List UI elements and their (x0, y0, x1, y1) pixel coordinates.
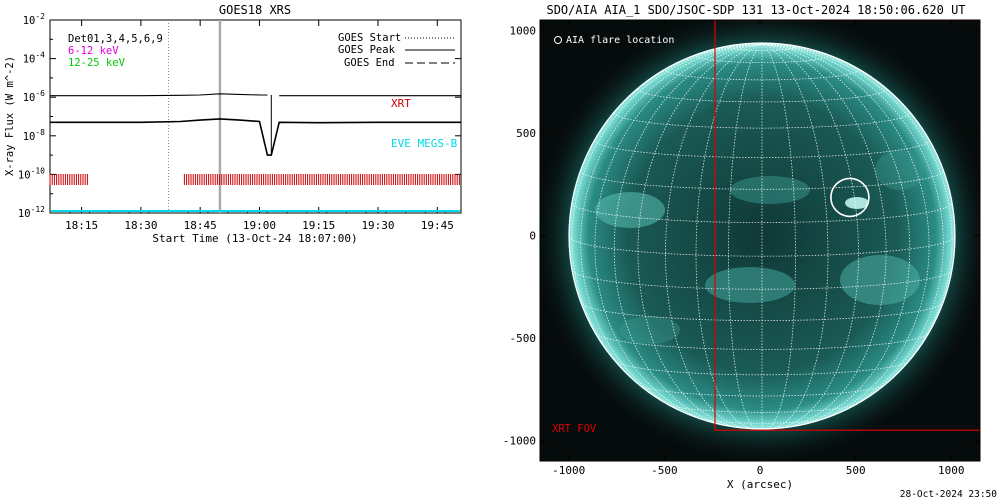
grid-line (667, 403, 857, 413)
goes-x-tick-label: 19:00 (243, 219, 276, 232)
aia-x-tick-label: 1000 (938, 464, 965, 477)
goes-xlabel: Start Time (13-Oct-24 18:07:00) (152, 232, 357, 245)
aia-image-panel: SDO/AIA AIA_1 SDO/JSOC-SDP 131 13-Oct-20… (503, 3, 981, 491)
aia-y-tick-label: -500 (510, 332, 537, 345)
aia-y-tick-label: 1000 (510, 24, 537, 37)
goes-x-tick-label: 18:15 (65, 219, 98, 232)
sun-limb (568, 42, 956, 430)
heliographic-grid (569, 43, 955, 429)
grid-line (571, 43, 763, 400)
aia-xlabel: X (arcsec) (727, 478, 793, 491)
grid-line (569, 235, 955, 257)
goes-series-line-2 (50, 118, 461, 156)
grid-line (571, 202, 953, 223)
goes-ylabel: X-ray Flux (W m^-2) (4, 56, 16, 176)
goes-legend-item: 12-25 keV (68, 57, 126, 69)
aia-x-tick-label: -500 (651, 464, 678, 477)
grid-line (761, 43, 944, 422)
xrt-fov-box (714, 20, 980, 431)
goes-x-tick-label: 18:30 (124, 219, 157, 232)
aia-x-ticks: -1000 -500 0 500 1000 (552, 20, 965, 477)
aia-y-tick-label: 0 (529, 229, 536, 242)
aia-title: SDO/AIA AIA_1 SDO/JSOC-SDP 131 13-Oct-20… (546, 3, 965, 17)
aia-x-tick-label: 500 (846, 464, 866, 477)
flare-location-circle (830, 177, 870, 218)
footer-timestamp: 28-Oct-2024 23:50 (900, 489, 998, 500)
goes-y-tick-label: 10-6 (23, 89, 45, 104)
goes-series (50, 93, 461, 156)
goes-y-tick-label: 10-4 (23, 51, 45, 66)
goes-x-ticks: 18:15 18:30 18:45 19:00 19:15 19:30 19:45 (49, 20, 454, 232)
grid-line (761, 43, 887, 429)
sun-features (595, 150, 925, 344)
grid-line (613, 43, 763, 427)
grid-line (761, 43, 953, 400)
legend-goes-peak: GOES Peak (338, 44, 396, 56)
goes-y-ticks: 10-2 10-4 10-6 10-8 10-10 10-12 (18, 12, 461, 220)
grid-line (594, 43, 763, 427)
flare-legend-marker (554, 36, 562, 44)
aia-x-tick-label: -1000 (552, 464, 585, 477)
aia-y-tick-label: 500 (516, 127, 536, 140)
grid-line (695, 43, 763, 429)
goes-series-line-1 (50, 93, 461, 97)
grid-line (761, 43, 859, 429)
grid-line (728, 43, 763, 429)
goes-y-tick-label: 10-10 (18, 166, 45, 181)
grid-line (761, 43, 911, 427)
grid-line (580, 170, 944, 190)
goes-legend-item: 6-12 keV (68, 45, 119, 57)
goes-x-tick-label: 18:45 (184, 219, 217, 232)
grid-line (761, 43, 796, 429)
grid-line (580, 43, 763, 422)
flare-legend-label: AIA flare location (566, 35, 674, 46)
grid-line (637, 43, 763, 429)
goes-x-tick-label: 19:15 (302, 219, 335, 232)
goes-y-tick-label: 10-2 (23, 12, 45, 27)
xrt-label: XRT (391, 97, 411, 110)
goes-x-tick-label: 19:45 (421, 219, 454, 232)
aia-y-ticks: 1000 500 0 -500 -1000 (503, 24, 980, 447)
goes-legend-right: GOES Start GOES Peak GOES End (338, 32, 455, 69)
grid-line (571, 270, 953, 290)
legend-goes-start: GOES Start (338, 32, 401, 44)
goes-vertical-lines (168, 20, 222, 213)
goes-chart-title: GOES18 XRS (219, 3, 291, 17)
grid-line (665, 43, 763, 429)
goes-x-tick-label: 19:30 (361, 219, 394, 232)
grid-line (761, 43, 829, 429)
xrt-fov-label: XRT FOV (552, 423, 597, 435)
legend-goes-end: GOES End (344, 57, 395, 69)
grid-line (595, 333, 929, 350)
grid-line (614, 360, 910, 376)
xrt-interval-ticks (49, 174, 460, 185)
goes-legend-item: Det01,3,4,5,6,9 (68, 33, 163, 45)
goes-y-tick-label: 10-12 (18, 205, 45, 220)
aia-x-tick-label: 0 (757, 464, 764, 477)
eve-label: EVE MEGS-B (391, 137, 458, 150)
grid-line (761, 43, 930, 427)
goes-y-tick-label: 10-8 (23, 128, 45, 143)
aia-y-tick-label: -1000 (503, 434, 536, 447)
goes-chart: GOES18 XRS X-ray Flux (W m^-2) 10-210-41… (4, 3, 462, 245)
